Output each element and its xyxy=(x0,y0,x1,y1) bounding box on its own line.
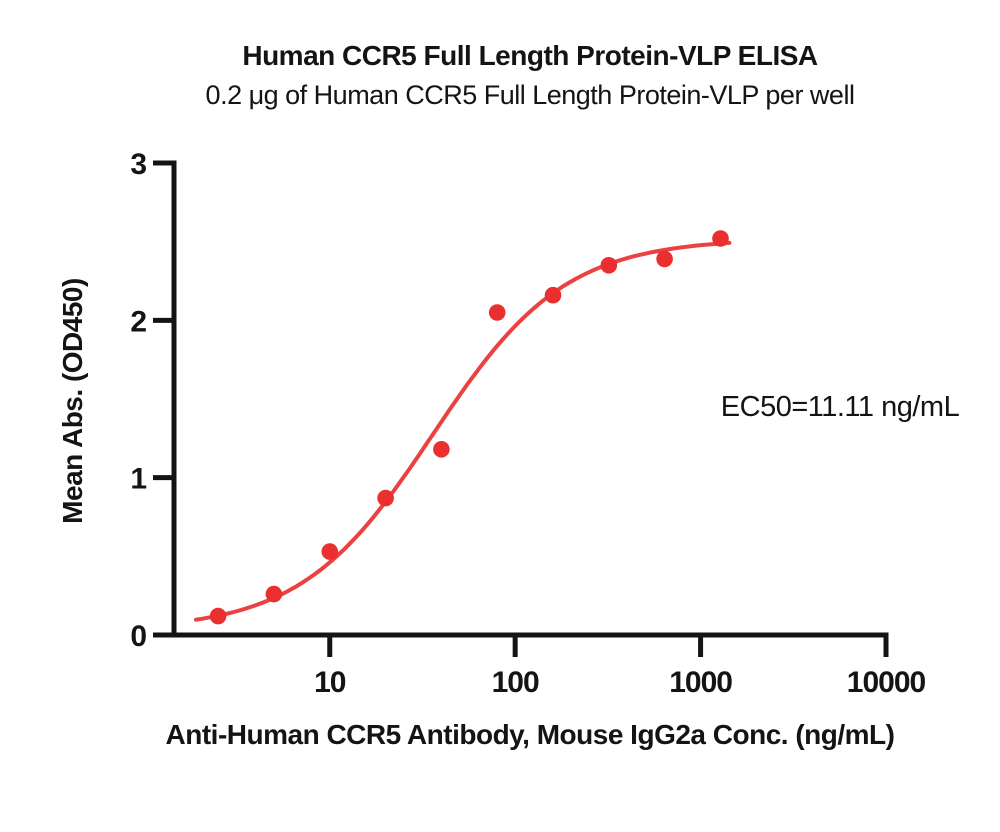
y-tick-label: 0 xyxy=(130,620,146,653)
data-point xyxy=(712,230,729,247)
x-tick-label: 10 xyxy=(314,666,346,699)
chart-subtitle: 0.2 μg of Human CCR5 Full Length Protein… xyxy=(205,80,855,110)
y-tick-label: 2 xyxy=(130,305,146,338)
x-tick-label: 1000 xyxy=(669,666,732,699)
y-tick-label: 3 xyxy=(130,148,146,181)
data-point xyxy=(377,489,394,507)
data-point xyxy=(544,286,562,304)
data-point xyxy=(656,250,673,268)
ec50-annotation: EC50=11.11 ng/mL xyxy=(720,391,960,423)
y-tick-label: 1 xyxy=(130,463,146,496)
data-point xyxy=(488,304,506,321)
fit-curve xyxy=(194,240,732,622)
chart-title: Human CCR5 Full Length Protein-VLP ELISA xyxy=(242,40,818,71)
data-point xyxy=(433,441,450,458)
x-axis-label: Anti-Human CCR5 Antibody, Mouse IgG2a Co… xyxy=(165,719,895,750)
x-tick-label: 10000 xyxy=(847,666,926,699)
data-point xyxy=(321,543,339,560)
x-tick-label: 100 xyxy=(492,666,539,699)
data-point xyxy=(600,257,618,274)
data-point xyxy=(209,607,227,625)
data-point xyxy=(265,585,283,603)
y-axis-label: Mean Abs. (OD450) xyxy=(57,278,88,524)
